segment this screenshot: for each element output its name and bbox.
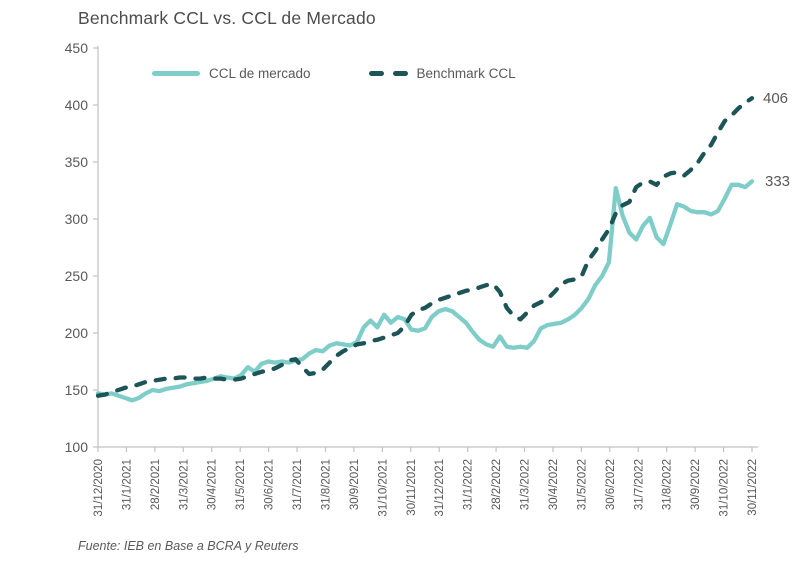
x-axis-tick-label: 31/10/2022 xyxy=(719,459,731,517)
legend-item-benchmark: Benchmark CCL xyxy=(368,66,516,81)
x-axis-tick-label: 28/2/2022 xyxy=(491,459,503,510)
x-axis-tick-label: 31/5/2022 xyxy=(576,459,588,510)
x-axis-tick-label: 31/5/2021 xyxy=(235,459,247,510)
x-axis-tick-label: 31/8/2021 xyxy=(320,459,332,510)
x-axis-tick-label: 30/6/2022 xyxy=(605,459,617,510)
x-axis-tick-label: 31/7/2022 xyxy=(633,459,645,510)
y-axis-tick-label: 250 xyxy=(65,268,89,284)
benchmark-ccl-line xyxy=(95,96,755,398)
x-axis-tick-label: 31/12/2021 xyxy=(434,459,446,517)
mercado-end-value: 333 xyxy=(765,173,791,190)
legend: CCL de mercado Benchmark CCL xyxy=(152,66,516,81)
x-axis-tick-label: 30/9/2021 xyxy=(349,459,361,510)
y-axis-tick-label: 450 xyxy=(65,40,89,56)
x-axis-tick-label: 30/4/2021 xyxy=(207,459,219,510)
y-axis-tick-label: 150 xyxy=(65,382,89,398)
y-axis-tick-label: 300 xyxy=(65,211,89,227)
x-axis-tick-label: 31/10/2021 xyxy=(377,459,389,517)
x-axis-tick-label: 31/1/2021 xyxy=(121,459,133,510)
x-axis-tick-label: 30/6/2021 xyxy=(264,459,276,510)
x-axis-tick-label: 30/4/2022 xyxy=(548,459,560,510)
y-axis-tick-label: 400 xyxy=(65,97,89,113)
legend-item-ccl-mercado: CCL de mercado xyxy=(152,66,311,81)
x-axis-tick-label: 31/3/2021 xyxy=(178,459,190,510)
x-axis-tick-label: 30/9/2022 xyxy=(690,459,702,510)
y-axis-tick-label: 350 xyxy=(65,154,89,170)
y-axis-tick-label: 200 xyxy=(65,325,89,341)
x-axis-tick-label: 31/12/2020 xyxy=(93,459,105,517)
chart-title: Benchmark CCL vs. CCL de Mercado xyxy=(78,8,376,28)
source-note: Fuente: IEB en Base a BCRA y Reuters xyxy=(78,539,299,553)
ccl-mercado-line xyxy=(95,179,755,403)
legend-label-ccl-mercado: CCL de mercado xyxy=(209,66,311,81)
benchmark-line-swatch xyxy=(368,71,408,76)
x-axis-tick-label: 31/1/2022 xyxy=(463,459,475,510)
x-axis-tick-label: 31/8/2022 xyxy=(662,459,674,510)
x-axis-tick-label: 30/11/2021 xyxy=(406,459,418,516)
x-axis-tick-label: 31/3/2022 xyxy=(520,459,532,510)
x-axis-tick-label: 31/7/2021 xyxy=(292,459,304,510)
ccl-mercado-line-swatch xyxy=(152,71,200,76)
legend-label-benchmark: Benchmark CCL xyxy=(416,66,516,81)
benchmark-end-value: 406 xyxy=(763,90,789,107)
y-axis-tick-label: 100 xyxy=(65,439,89,455)
x-axis-tick-label: 30/11/2022 xyxy=(747,459,759,516)
x-axis-tick-label: 28/2/2021 xyxy=(150,459,162,510)
